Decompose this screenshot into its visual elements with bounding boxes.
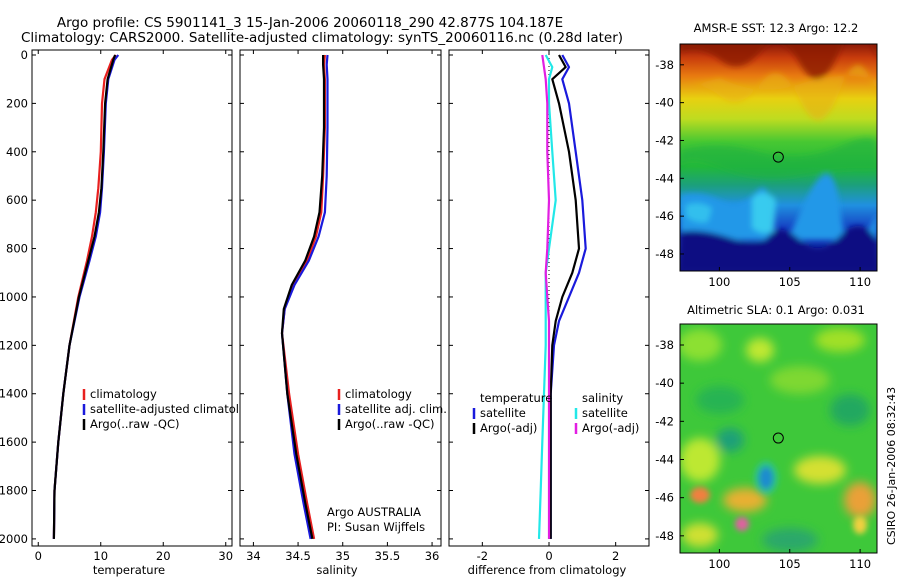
sst_map-float-location-marker	[772, 151, 784, 163]
depth-tick-label: 1800	[0, 484, 28, 498]
salinity-series-satellite-adj-clim	[280, 54, 329, 540]
sla_map-ytick-label: -44	[655, 452, 674, 466]
diff-legend-temperature-label: satellite	[480, 406, 526, 420]
depth-tick-label: 1000	[0, 290, 28, 304]
credit-label: CSIRO 26-Jan-2006 08:32:43	[885, 387, 898, 545]
argo-pi-label: PI: Susan Wijffels	[327, 520, 425, 534]
sst-map-title: AMSR-E SST: 12.3 Argo: 12.2	[694, 21, 859, 35]
temperature-legend-label: satellite-adjusted climatology	[90, 402, 260, 416]
depth-tick-label: 600	[6, 193, 28, 207]
temperature-legend-label: Argo(..raw -QC)	[90, 417, 180, 431]
header-title: Argo profile: CS 5901141_3 15-Jan-2006 2…	[57, 15, 563, 31]
header-subtitle: Climatology: CARS2000. Satellite-adjuste…	[21, 30, 623, 46]
sla_map-ytick-label: -48	[655, 529, 674, 543]
sla_map-float-location-marker	[772, 432, 784, 444]
sst_map-ytick-label: -44	[655, 171, 674, 185]
salinity-xtick-label: 35	[335, 549, 350, 563]
depth-tick-label: 1200	[0, 338, 28, 352]
temperature-xtick-label: 0	[35, 549, 42, 563]
sst_map-ytick-label: -40	[655, 96, 674, 110]
salinity-xtick-label: 34	[246, 549, 261, 563]
salinity-xlabel: salinity	[316, 563, 357, 577]
argo-program-label: Argo AUSTRALIA	[327, 505, 421, 519]
depth-tick-label: 0	[21, 48, 28, 62]
diff-legend-temperature-label: Argo(-adj)	[480, 421, 537, 435]
sla_map-ytick-label: -38	[655, 338, 674, 352]
sla-field	[680, 324, 877, 553]
diff-legend-salinity-label: satellite	[582, 406, 628, 420]
difference-xtick-label: -2	[477, 549, 488, 563]
temperature-xlabel: temperature	[93, 563, 165, 577]
salinity-xtick-label: 36	[425, 549, 440, 563]
sst_map-ytick-label: -42	[655, 133, 674, 147]
temperature-xtick-label: 20	[156, 549, 171, 563]
diff-legend-temperature-title: temperature	[480, 391, 552, 405]
depth-tick-label: 800	[6, 242, 28, 256]
temperature-xtick-label: 10	[93, 549, 108, 563]
sst_map-ytick-label: -48	[655, 247, 674, 261]
sst_map-xtick-label: 105	[779, 275, 801, 289]
sla_map-xtick-label: 100	[708, 557, 730, 571]
salinity-series-argo-raw-qc	[280, 55, 326, 540]
salinity-legend-label: climatology	[345, 387, 412, 401]
depth-tick-label: 2000	[0, 532, 28, 546]
sst-map-panel: AMSR-E SST: 12.3 Argo: 12.2 100 105 110 -38…	[655, 21, 878, 289]
sst_map-ytick-label: -38	[655, 58, 674, 72]
temperature-series-argo-raw-qc	[52, 54, 117, 539]
difference-xtick-label: 0	[545, 549, 552, 563]
sst_map-xtick-label: 100	[708, 275, 730, 289]
depth-tick-label: 400	[6, 145, 28, 159]
salinity-xtick-label: 34.5	[285, 549, 311, 563]
temperature-panel: 0 10 20 30 0 200 400 600 800 1000 1200 1400 1600 1800…	[0, 48, 260, 577]
difference-xlabel: difference from climatology	[468, 563, 627, 577]
salinity-legend-label: Argo(..raw -QC)	[345, 417, 435, 431]
sla-map-panel: Altimetric SLA: 0.1 Argo: 0.031	[655, 303, 878, 571]
sst-field	[680, 44, 877, 271]
difference-series-temperature-argo-adj	[549, 54, 581, 539]
sla_map-ytick-label: -46	[655, 491, 674, 505]
salinity-xtick-label: 35.5	[375, 549, 401, 563]
sla_map-ytick-label: -42	[655, 414, 674, 428]
sst_map-ytick-label: -46	[655, 209, 674, 223]
depth-tick-label: 200	[6, 96, 28, 110]
difference-xtick-label: 2	[612, 549, 619, 563]
temperature-xtick-label: 30	[218, 549, 233, 563]
sla_map-ytick-label: -40	[655, 376, 674, 390]
difference-series-salinity-argo-adj	[541, 54, 551, 539]
diff-legend-salinity-title: salinity	[582, 391, 623, 405]
sla-map-title: Altimetric SLA: 0.1 Argo: 0.031	[687, 303, 865, 317]
sst_map-xtick-label: 110	[849, 275, 871, 289]
depth-tick-label: 1600	[0, 435, 28, 449]
depth-tick-label: 1400	[0, 387, 28, 401]
temperature-legend-label: climatology	[90, 387, 157, 401]
salinity-legend-label: satellite adj. clim.	[345, 402, 447, 416]
diff-legend-salinity-label: Argo(-adj)	[582, 421, 639, 435]
sla_map-xtick-label: 105	[779, 557, 801, 571]
sla_map-xtick-label: 110	[849, 557, 871, 571]
